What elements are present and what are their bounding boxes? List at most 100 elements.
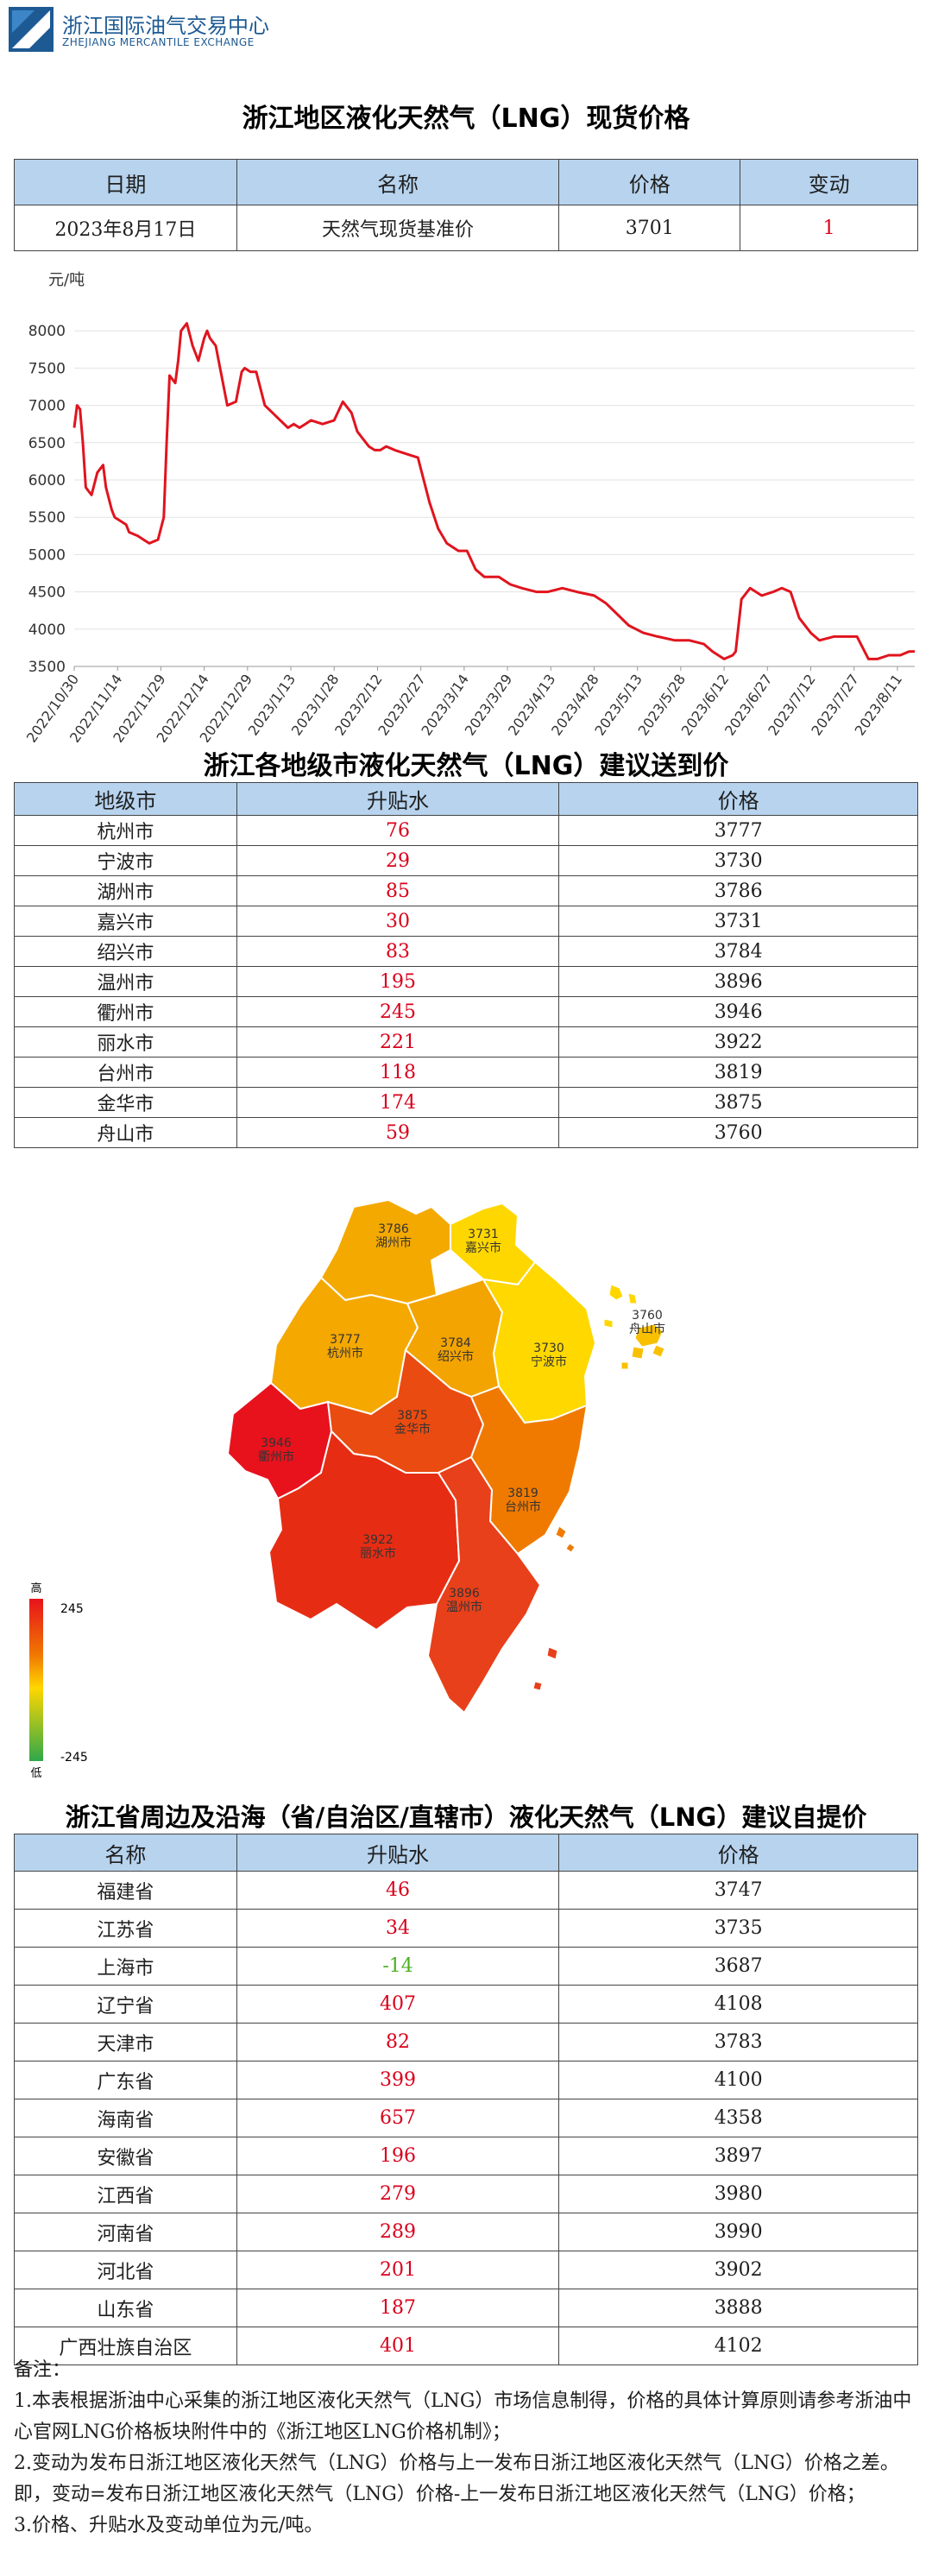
table-row: 绍兴市 83 3784	[14, 936, 918, 967]
map-city-label: 湖州市	[375, 1235, 412, 1250]
row-premium: 83	[236, 936, 560, 967]
map-price-label: 3730	[533, 1342, 564, 1355]
legend-high-label: 高	[30, 1582, 41, 1595]
map-city-label: 宁波市	[531, 1354, 567, 1369]
y-tick-label: 3500	[28, 659, 66, 676]
row-premium: 221	[236, 1026, 560, 1058]
city-price-table: 地级市 升贴水 价格 杭州市 76 3777 宁波市 29 3730 湖州市 85 3786 嘉兴…	[14, 782, 918, 1148]
map-price-label: 3875	[397, 1409, 428, 1423]
map-price-label: 3777	[330, 1333, 361, 1347]
row-name: 辽宁省	[14, 1985, 237, 2024]
table-row: 广东省 399 4100	[14, 2061, 918, 2099]
chart-ylabel: 元/吨	[48, 271, 85, 289]
map-price-label: 3760	[632, 1309, 663, 1323]
row-name: 海南省	[14, 2099, 237, 2137]
row-name: 河南省	[14, 2213, 237, 2251]
row-price: 3897	[558, 2137, 918, 2175]
row-premium: 85	[236, 875, 560, 906]
row-premium: 46	[236, 1871, 560, 1910]
map-city-label: 嘉兴市	[465, 1241, 501, 1255]
col-header-premium: 升贴水	[236, 1834, 560, 1872]
table-row: 嘉兴市 30 3731	[14, 906, 918, 937]
map-price-label: 3922	[362, 1533, 394, 1547]
spot-change: 1	[740, 205, 918, 251]
row-premium: 196	[236, 2137, 560, 2175]
y-tick-label: 5500	[28, 509, 66, 527]
map-price-label: 3786	[378, 1222, 409, 1236]
region-jiaxing	[450, 1202, 537, 1286]
y-tick-label: 6500	[28, 435, 66, 452]
row-name: 安徽省	[14, 2137, 237, 2175]
map-city-label: 绍兴市	[438, 1349, 474, 1364]
zhoushan-islands	[620, 1323, 665, 1370]
y-tick-label: 5000	[28, 546, 66, 564]
table-row: 山东省 187 3888	[14, 2289, 918, 2327]
row-price: 4100	[558, 2061, 918, 2099]
y-tick-label: 7000	[28, 398, 66, 415]
note-3: 3.价格、升贴水及变动单位为元/吨。	[14, 2515, 324, 2536]
map-city-label: 温州市	[446, 1600, 482, 1614]
map-price-label: 3819	[507, 1487, 538, 1500]
row-price: 3922	[558, 1026, 918, 1058]
row-price: 3747	[558, 1871, 918, 1910]
price-line-chart: 元/吨 3500 4000 4500 5000 5500 6000 6500 7000 7500 8…	[23, 271, 916, 742]
price-series-line	[72, 322, 916, 660]
y-tick-label: 8000	[28, 323, 66, 340]
notes: 备注： 1.本表根据浙油中心采集的浙江地区液化天然气（LNG）市场信息制得，价格…	[14, 2355, 920, 2541]
row-name: 绍兴市	[14, 936, 237, 967]
org-name-en: ZHEJIANG MERCANTILE EXCHANGE	[62, 36, 255, 48]
row-price: 3786	[558, 875, 918, 906]
row-premium: 657	[236, 2099, 560, 2137]
row-name: 福建省	[14, 1871, 237, 1910]
row-name: 天津市	[14, 2023, 237, 2061]
table-row: 江西省 279 3980	[14, 2175, 918, 2213]
row-premium: 201	[236, 2251, 560, 2289]
row-price: 3760	[558, 1117, 918, 1148]
legend-low-label: 低	[30, 1767, 41, 1780]
row-price: 3946	[558, 996, 918, 1027]
row-price: 3784	[558, 936, 918, 967]
region-huzhou	[319, 1198, 451, 1305]
y-tick-label: 7500	[28, 360, 66, 377]
province-price-table: 名称 升贴水 价格 福建省 46 3747 江苏省 34 3735 上海市 -14 3687 辽宁…	[14, 1834, 918, 2365]
y-tick-label: 6000	[28, 472, 66, 489]
row-premium: 407	[236, 1985, 560, 2024]
row-price: 3896	[558, 966, 918, 997]
row-premium: 34	[236, 1909, 560, 1948]
row-price: 4358	[558, 2099, 918, 2137]
row-premium: -14	[236, 1947, 560, 1986]
legend-max-label: 245	[60, 1602, 84, 1616]
row-price: 3875	[558, 1087, 918, 1118]
row-premium: 187	[236, 2289, 560, 2327]
notes-heading: 备注：	[14, 2359, 72, 2381]
y-tick-label: 4000	[28, 622, 66, 639]
row-premium: 59	[236, 1117, 560, 1148]
row-name: 嘉兴市	[14, 906, 237, 937]
org-name-cn: 浙江国际油气交易中心	[62, 14, 269, 38]
table-row: 湖州市 85 3786	[14, 875, 918, 906]
col-header-price: 价格	[558, 782, 918, 816]
row-premium: 279	[236, 2175, 560, 2213]
legend-min-label: -245	[60, 1751, 88, 1765]
table-row: 杭州市 76 3777	[14, 815, 918, 846]
row-premium: 82	[236, 2023, 560, 2061]
row-price: 4102	[558, 2327, 918, 2365]
row-premium: 118	[236, 1057, 560, 1088]
province-title: 浙江省周边及沿海（省/自治区/直辖市）液化天然气（LNG）建议自提价	[65, 1803, 867, 1832]
map-price-label: 3731	[468, 1228, 499, 1241]
row-price: 3980	[558, 2175, 918, 2213]
row-price: 4108	[558, 1985, 918, 2024]
exchange-logo-icon	[9, 7, 54, 52]
region-wenzhou	[426, 1455, 542, 1714]
col-header-name: 名称	[14, 1834, 237, 1872]
row-premium: 289	[236, 2213, 560, 2251]
row-name: 上海市	[14, 1947, 237, 1986]
col-header-date: 日期	[14, 159, 237, 205]
table-row: 辽宁省 407 4108	[14, 1985, 918, 2024]
table-row: 2023年8月17日 天然气现货基准价 3701 1	[14, 205, 918, 251]
row-name: 湖州市	[14, 875, 237, 906]
col-header-change: 变动	[740, 159, 918, 205]
row-name: 江苏省	[14, 1909, 237, 1948]
row-premium: 399	[236, 2061, 560, 2099]
table-row: 舟山市 59 3760	[14, 1117, 918, 1148]
